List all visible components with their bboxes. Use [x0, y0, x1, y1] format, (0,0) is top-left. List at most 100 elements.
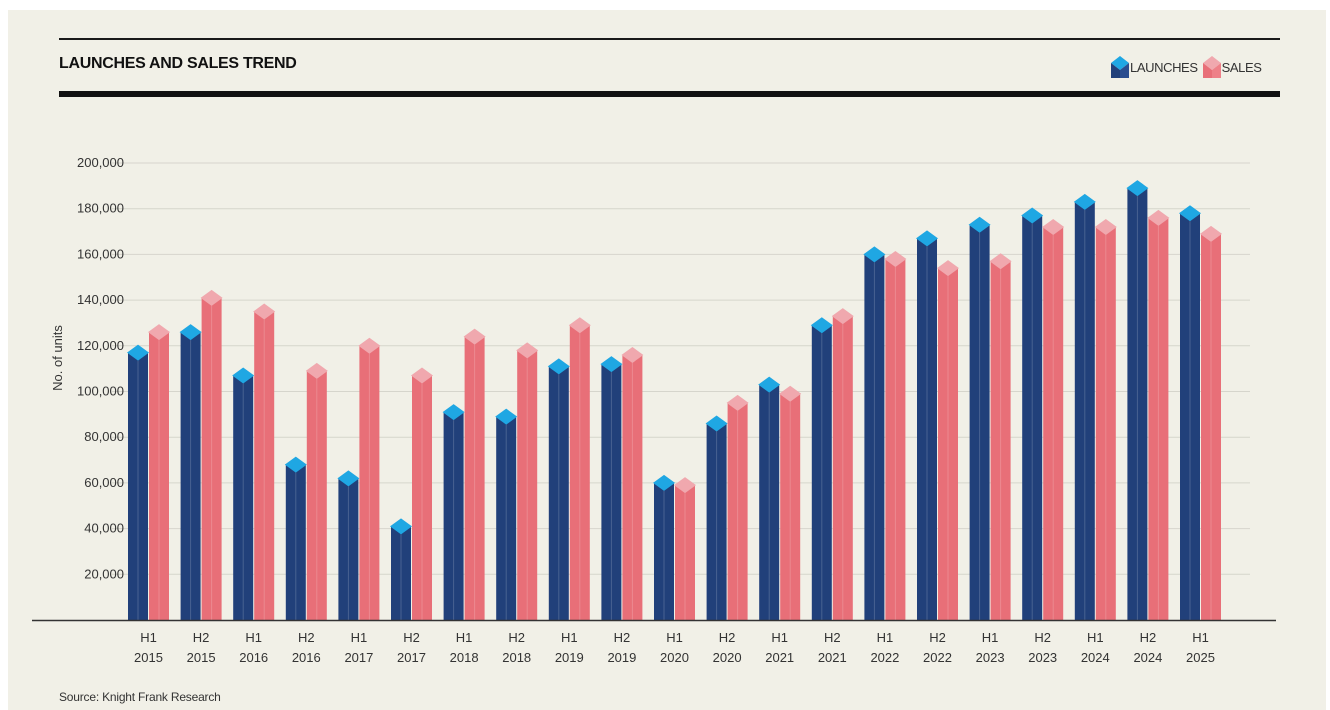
- launches-swatch-icon: [1111, 56, 1129, 78]
- bar-launches-body: [285, 464, 306, 620]
- bar-launches: [1179, 205, 1201, 620]
- x-axis-labels: H1 2015 H2 2015 H1 2016 H2 2016 H1 2017 H2 2017 H1 20…: [134, 630, 1215, 665]
- bar-launches-cap: [127, 344, 149, 361]
- bar-sales: [305, 362, 328, 620]
- bar-launches-cap: [968, 216, 991, 233]
- bar-sales: [253, 303, 276, 620]
- x-tick-label-year: 2017: [344, 650, 373, 665]
- bar-sales: [937, 260, 959, 620]
- x-tick-label-year: 2016: [239, 650, 268, 665]
- bar-sales-cap: [148, 324, 170, 341]
- bar-launches-body: [759, 384, 780, 620]
- bar-launches-cap: [600, 356, 623, 373]
- bar-launches-cap: [547, 358, 570, 375]
- x-tick-label-year: 2018: [450, 650, 479, 665]
- x-tick-label-year: 2024: [1133, 650, 1162, 665]
- bar-sales-body: [938, 268, 958, 620]
- x-tick-label-half: H1: [666, 630, 683, 645]
- bar-sales-cap: [516, 342, 539, 359]
- x-tick-label-half: H2: [719, 630, 736, 645]
- x-tick-label-half: H1: [1192, 630, 1209, 645]
- x-tick-label-year: 2022: [870, 650, 899, 665]
- bar-sales-cap: [1042, 218, 1065, 235]
- bar-sales: [779, 385, 802, 620]
- sales-swatch-icon: [1202, 56, 1221, 78]
- bar-sales-cap: [831, 308, 854, 325]
- bar-launches-body: [180, 332, 201, 620]
- bar-launches-body: [1127, 188, 1148, 620]
- bar-sales-body: [727, 402, 748, 620]
- bar-launches-cap: [863, 246, 886, 263]
- bar-sales: [621, 346, 644, 620]
- x-tick-label-half: H2: [508, 630, 525, 645]
- bar-launches-body: [233, 375, 254, 620]
- bar-sales-cap: [1147, 209, 1170, 226]
- x-tick-label-year: 2021: [818, 650, 847, 665]
- bar-launches-cap: [1179, 205, 1201, 222]
- bar-launches-body: [128, 352, 148, 620]
- x-tick-label-half: H1: [561, 630, 578, 645]
- bar-sales-cap: [884, 250, 907, 267]
- x-tick-label-half: H1: [351, 630, 368, 645]
- bar-launches: [495, 408, 518, 620]
- x-tick-label-year: 2017: [397, 650, 426, 665]
- bar-launches-body: [338, 478, 359, 620]
- bar-launches: [758, 376, 781, 620]
- x-tick-label-half: H1: [982, 630, 999, 645]
- bar-sales-cap: [463, 328, 486, 345]
- x-tick-label-year: 2020: [713, 650, 742, 665]
- bar-launches-cap: [1073, 193, 1096, 210]
- bar-sales-body: [675, 485, 695, 620]
- bar-launches: [653, 474, 675, 620]
- bar-sales: [884, 250, 907, 620]
- bar-launches-cap: [284, 456, 307, 473]
- bar-sales-cap: [989, 253, 1012, 270]
- bar-sales-body: [359, 345, 380, 620]
- bar-launches: [179, 324, 202, 620]
- bar-sales: [1147, 209, 1170, 620]
- bar-sales-body: [1148, 217, 1169, 620]
- bar-sales-body: [149, 332, 169, 620]
- bar-sales: [411, 367, 433, 620]
- y-axis-ticks: 20,000 40,000 60,000 80,000 100,000 120,000 14…: [77, 155, 124, 581]
- bar-launches-cap: [337, 470, 360, 487]
- bar-launches: [284, 456, 307, 620]
- x-tick-label-year: 2015: [187, 650, 216, 665]
- bar-launches-body: [864, 254, 885, 620]
- bar-sales-body: [1095, 226, 1116, 621]
- bar-sales-body: [990, 261, 1011, 620]
- x-tick-label-half: H2: [1140, 630, 1157, 645]
- bar-sales-body: [1201, 233, 1221, 620]
- bar-launches-body: [1022, 215, 1043, 620]
- x-tick-label-year: 2023: [976, 650, 1005, 665]
- bar-sales: [726, 394, 749, 620]
- bar-sales-cap: [358, 337, 381, 354]
- bar-launches: [547, 358, 570, 620]
- bar-launches: [337, 470, 360, 620]
- bar-sales-cap: [568, 317, 591, 334]
- x-tick-label-half: H2: [614, 630, 631, 645]
- bar-sales-body: [412, 375, 432, 620]
- bar-sales-cap: [726, 394, 749, 411]
- y-tick-label: 200,000: [77, 155, 124, 170]
- bar-sales-cap: [253, 303, 276, 320]
- x-tick-label-year: 2015: [134, 650, 163, 665]
- bar-sales: [516, 342, 539, 620]
- y-tick-label: 140,000: [77, 292, 124, 307]
- bar-launches-cap: [495, 408, 518, 425]
- bar-sales: [1042, 218, 1065, 621]
- x-tick-label-half: H2: [403, 630, 420, 645]
- x-tick-label-year: 2020: [660, 650, 689, 665]
- bar-sales: [200, 289, 223, 620]
- bar-launches: [232, 367, 255, 620]
- bar-launches-body: [496, 416, 517, 620]
- y-tick-label: 40,000: [84, 521, 124, 536]
- y-tick-label: 60,000: [84, 475, 124, 490]
- bar-sales: [989, 253, 1012, 620]
- x-tick-label-year: 2016: [292, 650, 321, 665]
- y-axis-title: No. of units: [50, 325, 65, 391]
- x-tick-label-year: 2023: [1028, 650, 1057, 665]
- y-tick-label: 160,000: [77, 246, 124, 261]
- bar-sales-body: [517, 350, 538, 620]
